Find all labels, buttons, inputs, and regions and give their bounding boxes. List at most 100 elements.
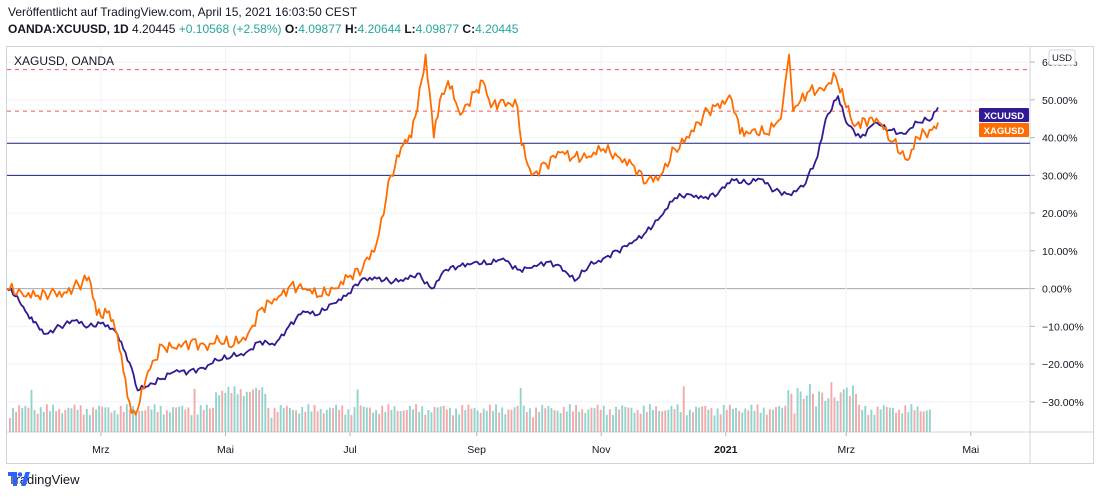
volume-bar: [615, 406, 617, 432]
volume-bar: [9, 418, 11, 432]
volume-bar: [919, 411, 922, 432]
volume-bar: [892, 407, 894, 432]
volume-bar: [162, 414, 165, 432]
last-value-tag-bg: [979, 108, 1029, 122]
volume-bar: [593, 408, 596, 432]
volume-bar: [855, 393, 857, 432]
volume-bar: [922, 411, 925, 432]
volume-bar: [55, 411, 58, 432]
tradingview-footer: TradingView: [8, 472, 80, 487]
y-tick-label: −30.00%: [1042, 397, 1084, 409]
volume-bar: [36, 413, 39, 432]
volume-bar: [347, 409, 350, 432]
volume-bar: [519, 387, 522, 432]
volume-bar: [202, 409, 205, 432]
y-tick-label: 10.00%: [1042, 246, 1078, 258]
volume-bar: [27, 407, 30, 432]
volume-bar: [135, 410, 138, 432]
volume-bar: [553, 410, 556, 432]
volume-bar: [215, 392, 218, 432]
volume-bar: [24, 405, 27, 432]
volume-bar: [873, 414, 876, 432]
volume-bar: [116, 414, 119, 432]
volume-bar: [48, 411, 51, 432]
volume-bar: [421, 406, 424, 432]
volume-bar: [504, 414, 507, 432]
last-price: 4.20445: [132, 22, 176, 36]
y-tick-label: 0.00%: [1042, 284, 1072, 296]
volume-bar: [498, 412, 501, 432]
volume-bar: [753, 410, 756, 432]
volume-bar: [762, 407, 765, 432]
volume-bar: [550, 408, 553, 432]
volume-bar: [252, 389, 254, 432]
volume-bar: [516, 405, 519, 432]
volume-bar: [661, 411, 664, 432]
volume-bar: [802, 398, 805, 432]
volume-bar: [808, 383, 811, 432]
volume-bar: [359, 405, 362, 432]
volume-bar: [12, 407, 14, 432]
series-line-xcuusd: [6, 95, 939, 392]
volume-bar: [255, 387, 258, 432]
volume-bar: [61, 413, 64, 432]
volume-bar: [205, 404, 208, 432]
volume-bar: [445, 409, 448, 432]
volume-bar: [476, 410, 479, 432]
volume-bar: [356, 389, 359, 432]
last-value-tag-label: XCUUSD: [984, 111, 1024, 122]
x-tick-label: Nov: [592, 444, 611, 456]
volume-bar: [21, 408, 24, 432]
volume-bar: [827, 398, 830, 432]
volume-bar: [565, 411, 568, 432]
volume-bar: [778, 405, 781, 432]
volume-bar: [633, 412, 636, 432]
volume-bar: [328, 407, 331, 432]
volume-bar: [424, 414, 427, 432]
volume-bar: [399, 411, 402, 432]
volume-bar: [153, 404, 156, 432]
price-change: +0.10568 (+2.58%): [178, 22, 282, 36]
x-tick-label: Mai: [217, 444, 234, 456]
volume-bar: [495, 404, 497, 432]
volume-bar: [925, 410, 928, 432]
x-tick-label: Mai: [962, 444, 979, 456]
high-label: H:: [344, 22, 358, 36]
close-label: C:: [462, 22, 476, 36]
volume-bar: [150, 409, 153, 432]
volume-bar: [538, 411, 541, 432]
volume-bar: [624, 406, 627, 432]
last-value-tag-bg: [979, 123, 1029, 137]
volume-bar: [322, 413, 325, 432]
volume-bar: [298, 413, 301, 432]
volume-bar: [292, 410, 294, 432]
volume-bar: [365, 407, 368, 432]
volume-bar: [852, 385, 854, 432]
volume-bar: [805, 395, 808, 432]
volume-bar: [830, 382, 833, 432]
volume-bar: [839, 392, 842, 432]
volume-bar: [513, 407, 516, 432]
volume-bar: [522, 405, 525, 432]
volume-bar: [248, 391, 251, 432]
volume-bar: [79, 405, 82, 432]
volume-bar: [396, 410, 399, 432]
volume-bar: [375, 410, 377, 432]
volume-bar: [372, 412, 374, 432]
volume-bar: [756, 404, 759, 432]
volume-bar: [845, 387, 848, 432]
volume-bar: [556, 410, 559, 432]
volume-bar: [448, 407, 451, 432]
volume-bar: [304, 411, 307, 432]
volume-bar: [695, 406, 697, 432]
volume-bar: [175, 407, 178, 432]
volume-bar: [885, 407, 888, 432]
volume-bar: [159, 406, 162, 432]
volume-bar: [722, 404, 725, 432]
volume-bar: [236, 394, 239, 432]
volume-bar: [199, 405, 202, 432]
volume-bar: [282, 408, 285, 432]
volume-bar: [725, 410, 728, 432]
volume-bar: [716, 408, 719, 432]
